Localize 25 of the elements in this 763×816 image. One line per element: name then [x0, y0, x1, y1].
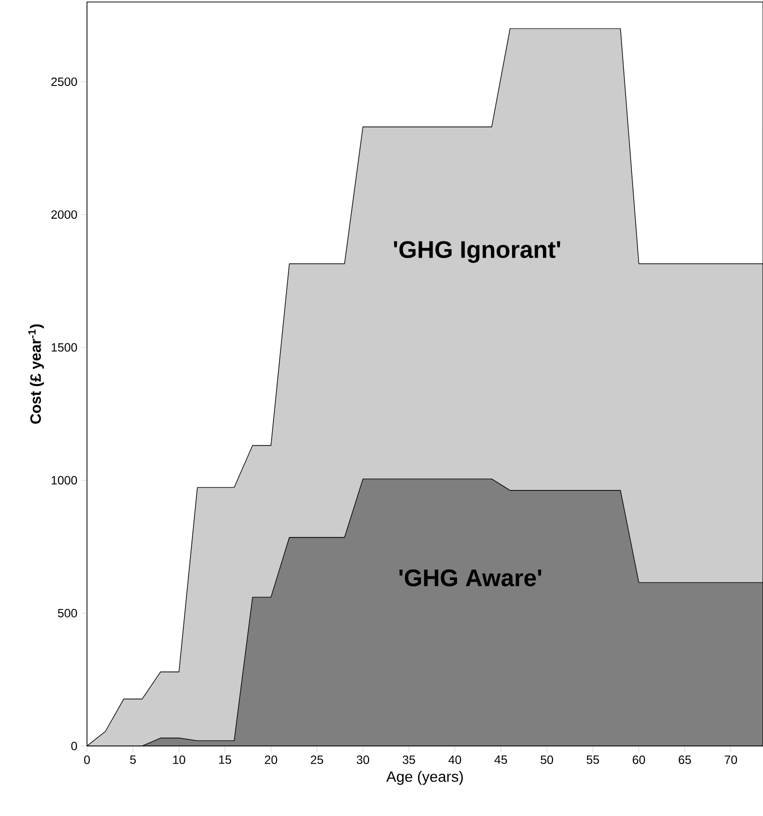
x-tick-label: 15: [219, 756, 231, 764]
x-tick-label: 55: [586, 756, 599, 764]
y-tick-label: 0: [71, 742, 77, 750]
x-tick-label: 45: [494, 756, 507, 764]
x-tick-label: 50: [540, 756, 553, 764]
x-tick-label: 70: [724, 756, 737, 764]
y-tick-label: 1000: [51, 476, 77, 485]
y-tick-label: 500: [58, 608, 77, 618]
x-tick-label: 65: [678, 756, 691, 764]
y-tick-label: 2000: [51, 210, 77, 219]
x-tick-label: 0: [84, 756, 90, 764]
x-tick-label: 40: [448, 756, 461, 764]
x-tick-label: 35: [402, 756, 415, 764]
x-tick-label: 25: [310, 756, 323, 764]
y-tick-label: 2500: [51, 77, 77, 86]
series-label: 'GHG Aware': [399, 569, 542, 586]
y-axis-title: Cost (£ year$^{-1}$): [28, 324, 44, 424]
y-tick-label: 1500: [51, 343, 77, 352]
x-tick-label: 20: [264, 756, 277, 764]
x-tick-label: 5: [130, 756, 136, 764]
x-axis-title: Age (years): [386, 770, 463, 785]
series-label: 'GHG Ignorant': [394, 241, 560, 263]
x-tick-label: 60: [632, 756, 645, 764]
x-tick-label: 30: [356, 756, 369, 764]
x-tick-label: 10: [173, 756, 185, 764]
